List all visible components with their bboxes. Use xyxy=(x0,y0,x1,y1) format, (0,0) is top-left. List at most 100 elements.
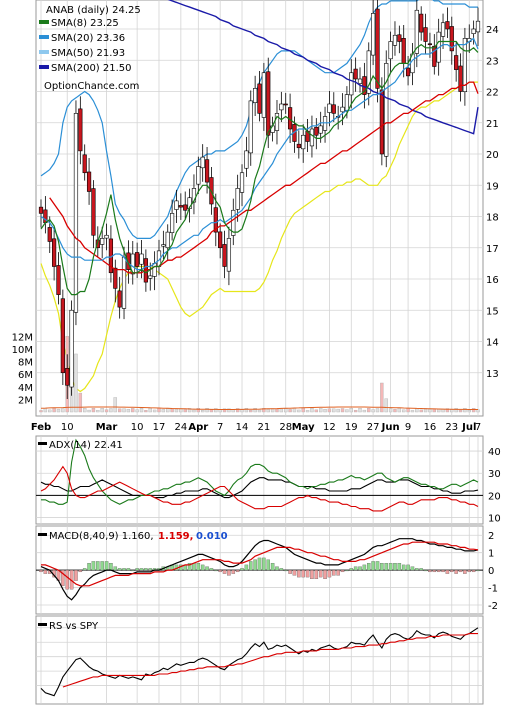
volume-bar xyxy=(205,408,209,413)
volume-bar xyxy=(406,408,410,413)
macd-histogram-bar xyxy=(283,569,288,572)
candle-body xyxy=(78,108,83,152)
legend-sma8: SMA(8) 23.25 xyxy=(51,18,119,29)
candle-body xyxy=(104,234,109,239)
candle-body xyxy=(257,83,262,114)
macd-histogram-bar xyxy=(218,569,222,573)
macd-histogram-bar xyxy=(144,568,148,571)
x-tick-label: Jul xyxy=(461,422,476,433)
macd-histogram-bar xyxy=(240,568,244,571)
macd-histogram-bar xyxy=(436,569,441,573)
candle-body xyxy=(384,63,389,157)
volume-bar xyxy=(410,410,415,413)
x-tick-label: Apr xyxy=(188,422,208,433)
candle-body xyxy=(60,298,65,374)
volume-bar xyxy=(144,410,148,413)
candle-body xyxy=(331,104,336,114)
volume-bar xyxy=(323,409,327,413)
x-tick-label: Jun xyxy=(381,422,400,433)
macd-histogram-bar xyxy=(61,569,65,586)
volume-bar xyxy=(174,408,179,413)
x-tick-label: 10 xyxy=(131,422,144,433)
macd-histogram-bar xyxy=(310,569,314,580)
candle-body xyxy=(318,125,323,134)
candle-body xyxy=(427,43,433,46)
candle-body xyxy=(218,231,223,249)
macd-histogram-bar xyxy=(432,569,437,573)
x-tick-label: Feb xyxy=(31,422,51,433)
volume-bar xyxy=(222,408,227,413)
volume-bar xyxy=(327,408,332,413)
macd-tick-label: -1 xyxy=(488,584,498,595)
volume-bar xyxy=(393,409,397,413)
volume-bar xyxy=(349,408,353,413)
y-tick-label: 20 xyxy=(486,150,499,161)
x-tick-label: 24 xyxy=(174,422,187,433)
volume-bar xyxy=(358,408,362,413)
x-tick-label: 14 xyxy=(236,422,249,433)
macd-histogram-bar xyxy=(74,569,78,581)
candle-body xyxy=(301,134,306,150)
candle-body xyxy=(432,45,437,67)
macd-histogram-bar xyxy=(266,559,270,571)
volume-bar xyxy=(262,408,266,413)
adx-title: ADX(14) 22.41 xyxy=(49,440,123,451)
volume-bar xyxy=(458,409,463,413)
candle-body xyxy=(309,128,315,147)
candle-body xyxy=(183,204,188,211)
candle-body xyxy=(371,13,376,56)
candle-body xyxy=(283,103,288,106)
macd-tick-label: 0 xyxy=(488,566,494,577)
adx-series-line xyxy=(40,465,479,512)
candle-body xyxy=(69,309,74,388)
y-tick-label: 16 xyxy=(486,275,499,286)
macd-histogram-bar xyxy=(340,569,345,573)
candle-body xyxy=(445,21,450,30)
x-tick-label: May xyxy=(292,422,315,433)
candle-body xyxy=(353,68,358,80)
moving-averages xyxy=(40,0,479,296)
macd-histogram-bar xyxy=(122,568,126,571)
macd-histogram-bar xyxy=(463,569,467,574)
macd-histogram-bar xyxy=(388,562,393,571)
macd-histogram-bar xyxy=(270,562,275,571)
adx-tick-label: 30 xyxy=(488,469,501,480)
volume-tick-label: 10M xyxy=(12,345,33,356)
volume-bar xyxy=(214,408,218,413)
y-tick-label: 14 xyxy=(486,338,499,349)
macd-histogram-bar xyxy=(279,568,284,571)
volume-bar xyxy=(196,408,201,413)
axis-labels: Feb 10 Mar 10 17 24 Apr 7 14 21 28 May 12 19 27 Jun 9 16 2… xyxy=(12,25,501,612)
legend-sma200: SMA(200) 21.50 xyxy=(51,63,132,74)
candle-body xyxy=(135,252,140,267)
macd-histogram-bar xyxy=(314,569,319,580)
volume-bar xyxy=(170,408,174,413)
volume-bar xyxy=(318,408,323,413)
volume-tick-label: 6M xyxy=(18,370,33,381)
volume-bar xyxy=(279,408,284,413)
candle-body xyxy=(235,188,240,210)
volume-bar xyxy=(275,408,279,413)
volume-bar xyxy=(257,409,262,413)
volume-bar xyxy=(148,408,152,413)
volume-bar xyxy=(240,409,244,413)
macd-histogram-bar xyxy=(65,569,69,590)
adx-tick-label: 20 xyxy=(488,491,501,502)
x-tick-label: 27 xyxy=(367,422,380,433)
volume-bar xyxy=(419,409,423,413)
macd-series-line xyxy=(40,538,479,601)
macd-hist-value: 0.010 xyxy=(196,531,228,542)
candle-body xyxy=(423,27,428,42)
macd-histogram-bar xyxy=(349,568,354,571)
adx-tick-label: 10 xyxy=(488,514,501,525)
macd-histogram-bar xyxy=(375,561,380,571)
macd-histogram-bar xyxy=(126,568,131,571)
candle-body xyxy=(91,188,96,236)
indicator-lines xyxy=(36,438,483,697)
volume-bar xyxy=(209,409,214,413)
macd-histogram-bar xyxy=(380,562,384,571)
macd-histogram-bar xyxy=(415,568,419,571)
price-legend: ANAB (daily) 24.25 SMA(8) 23.25 SMA(20) … xyxy=(39,5,141,92)
legend-sma50: SMA(50) 21.93 xyxy=(51,48,125,59)
